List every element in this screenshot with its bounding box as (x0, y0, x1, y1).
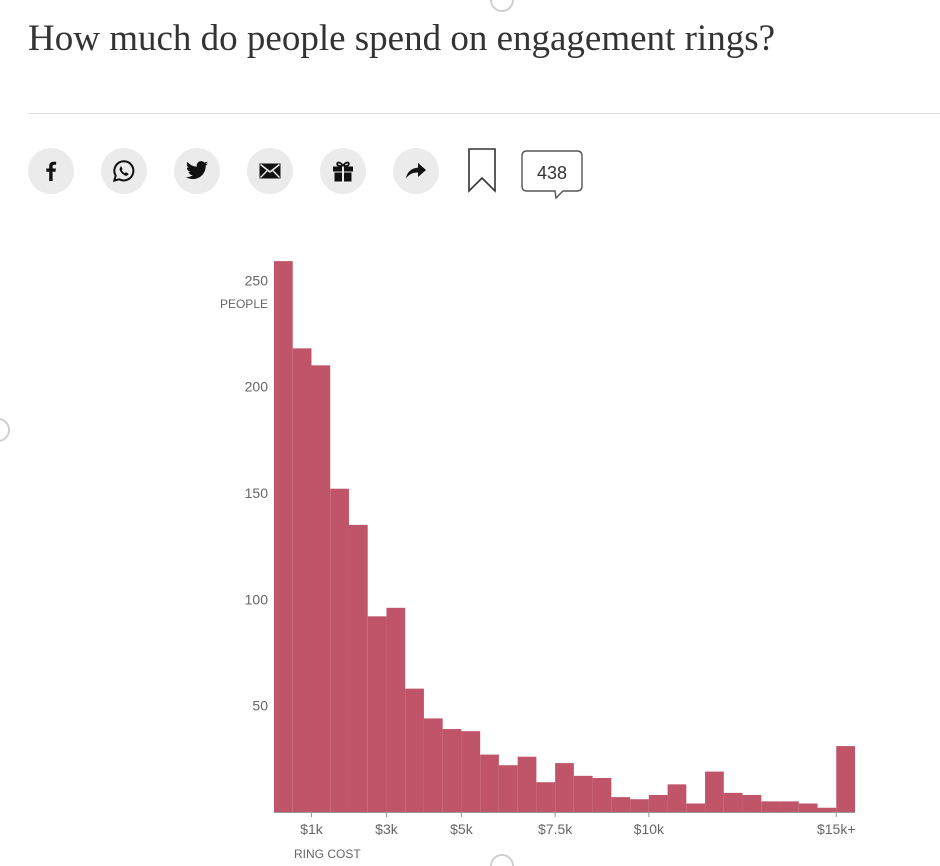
histogram-bar (648, 794, 668, 812)
histogram-bar (536, 782, 556, 812)
x-tick-label: $7.5k (538, 821, 573, 837)
histogram-bar (798, 803, 818, 812)
email-icon (259, 163, 281, 179)
facebook-share-button[interactable] (28, 148, 74, 194)
histogram-bar (348, 524, 368, 812)
whatsapp-share-button[interactable] (101, 148, 147, 194)
y-tick-label: 50 (252, 698, 268, 714)
histogram-bar (517, 756, 537, 812)
histogram-bar (780, 801, 799, 812)
email-share-button[interactable] (247, 148, 293, 194)
comment-bubble-icon (521, 150, 583, 200)
x-axis-title: RING COST (294, 847, 361, 861)
x-tick-label: $1k (300, 821, 324, 837)
histogram-bar (836, 746, 855, 812)
histogram-bar (723, 792, 743, 812)
histogram-bar (761, 801, 781, 812)
y-tick-label: 200 (245, 379, 269, 395)
histogram-bar (742, 794, 762, 812)
y-axis-title: PEOPLE (220, 297, 268, 311)
histogram-bar (480, 754, 499, 812)
histogram-bar (311, 365, 331, 812)
histogram-bar (386, 607, 406, 812)
x-tick-label: $5k (450, 821, 474, 837)
bookmark-icon (467, 147, 497, 198)
histogram-bar (442, 729, 462, 812)
histogram-bar (667, 784, 687, 812)
gift-article-button[interactable] (320, 148, 366, 194)
whatsapp-icon (111, 158, 137, 184)
comments-button[interactable]: 438 (521, 150, 583, 200)
x-tick-label: $10k (634, 821, 665, 837)
facebook-icon (41, 160, 61, 182)
histogram-bar (330, 488, 349, 812)
gift-icon (331, 159, 355, 183)
share-arrow-icon (405, 162, 427, 180)
histogram-bar (686, 803, 706, 812)
histogram-bar (555, 763, 574, 812)
axis-layer: 50 100 150 200 250 $1k $3k $5k $7.5k $10k $15k+ (245, 272, 856, 837)
histogram-bar (592, 777, 612, 812)
histogram-bar (423, 718, 443, 812)
histogram-bar (611, 797, 631, 812)
header-divider (28, 113, 940, 114)
histogram-bar (274, 261, 293, 812)
y-tick-label: 100 (245, 591, 269, 607)
histogram-bar (498, 765, 518, 812)
y-tick-label: 250 (245, 272, 269, 288)
histogram-bar (705, 771, 724, 812)
twitter-icon (185, 161, 209, 181)
save-article-button[interactable] (466, 147, 498, 198)
x-tick-label: $3k (375, 821, 399, 837)
histogram-bar (405, 688, 424, 812)
histogram-bar (817, 807, 837, 812)
bar-layer (274, 261, 855, 812)
page-title: How much do people spend on engagement r… (28, 18, 776, 59)
histogram-bar (367, 616, 387, 812)
histogram-bar (292, 348, 312, 812)
histogram-bar (573, 775, 593, 812)
y-tick-label: 150 (245, 485, 269, 501)
x-tick-label: $15k+ (817, 821, 856, 837)
histogram-bar (461, 731, 481, 812)
histogram-bar (630, 799, 649, 812)
comment-count: 438 (536, 163, 568, 183)
twitter-share-button[interactable] (174, 148, 220, 194)
more-share-button[interactable] (393, 148, 439, 194)
